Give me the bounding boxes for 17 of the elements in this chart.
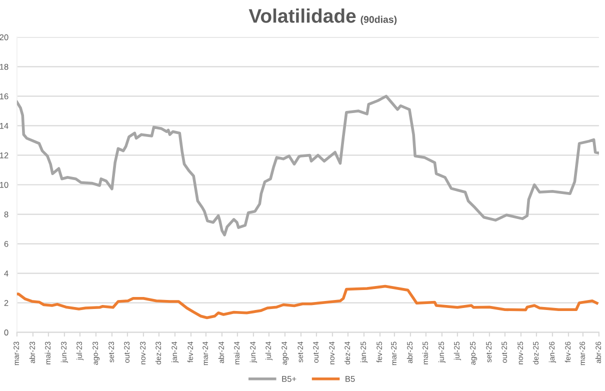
y-tick-label: 10 bbox=[0, 182, 8, 188]
line-series bbox=[16, 284, 598, 320]
y-tick-label: 12 bbox=[0, 152, 8, 158]
y-tick-label: 18 bbox=[0, 64, 8, 70]
y-tick-label: 6 bbox=[4, 240, 8, 247]
y-tick-label: 14 bbox=[0, 122, 8, 129]
y-tick-label: 0 bbox=[4, 330, 8, 336]
legend-label: B5+ bbox=[282, 376, 296, 382]
line-series bbox=[16, 94, 599, 236]
y-tick-label: 2 bbox=[4, 300, 8, 306]
legend-label: B5 bbox=[346, 376, 355, 382]
chart-subtitle: (90dias) bbox=[360, 16, 397, 25]
y-tick-label: 8 bbox=[4, 211, 8, 218]
y-tick-label: 4 bbox=[4, 270, 8, 276]
y-tick-label: 16 bbox=[0, 93, 8, 100]
y-tick-label: 20 bbox=[0, 34, 8, 40]
chart-title: Volatilidade bbox=[248, 8, 356, 23]
